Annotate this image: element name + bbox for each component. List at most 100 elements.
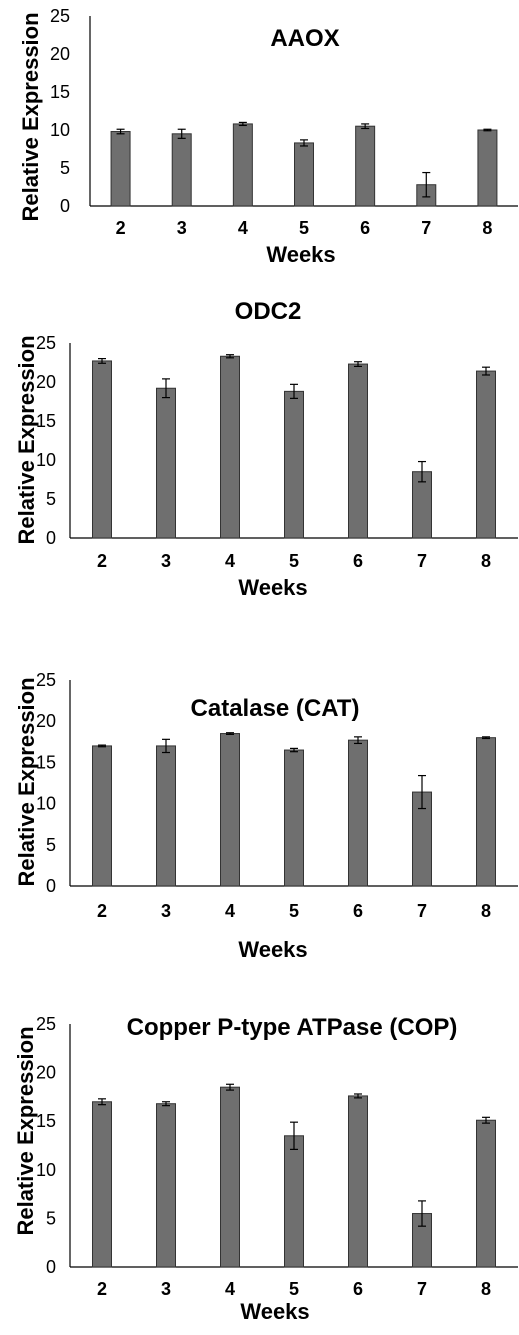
x-axis-label: Weeks [266, 242, 335, 267]
x-tick-label: 5 [299, 218, 309, 238]
x-tick-label: 4 [238, 218, 248, 238]
error-bar [162, 378, 170, 399]
x-axis-label: Weeks [238, 937, 307, 962]
y-tick-label: 0 [60, 196, 70, 216]
y-tick-label: 25 [50, 6, 70, 26]
y-tick-label: 5 [60, 158, 70, 178]
x-tick-label: 3 [161, 551, 171, 571]
x-tick-label: 4 [225, 551, 235, 571]
x-tick-label: 5 [289, 1279, 299, 1299]
bar [232, 123, 253, 207]
y-tick-label: 20 [36, 1063, 56, 1083]
error-bar [98, 1098, 106, 1106]
x-tick-label: 6 [353, 551, 363, 571]
y-tick-label: 20 [36, 372, 56, 392]
bar [348, 1095, 368, 1268]
bar [284, 749, 304, 887]
chart-cop: Relative Expression Copper P-type ATPase… [13, 1014, 518, 1324]
y-tick-label: 25 [36, 670, 56, 690]
y-axis-label: Relative Expression [14, 677, 39, 886]
y-tick-label: 0 [46, 528, 56, 548]
x-tick-label: 2 [116, 218, 126, 238]
x-tick-label: 3 [161, 901, 171, 921]
y-tick-label: 15 [36, 752, 56, 772]
chart-aaox: Relative Expression AAOX 0 5 10 15 20 25 2 3 4 5… [18, 6, 518, 267]
y-tick-label: 15 [50, 82, 70, 102]
error-bar [354, 361, 362, 368]
error-bar [482, 366, 490, 376]
x-tick-label: 6 [353, 1279, 363, 1299]
error-bar [483, 128, 492, 132]
y-tick-label: 5 [46, 835, 56, 855]
y-tick-label: 10 [50, 120, 70, 140]
error-bar [162, 1101, 170, 1107]
error-bar [354, 1093, 362, 1099]
bar [348, 363, 368, 539]
x-tick-label: 7 [417, 551, 427, 571]
bar [171, 133, 192, 207]
error-bar [300, 139, 308, 147]
error-bar [226, 732, 234, 735]
x-axis-label: Weeks [240, 1299, 309, 1324]
bar [92, 360, 112, 539]
y-axis-label: Relative Expression [14, 335, 39, 544]
error-bar [482, 1116, 490, 1124]
y-axis-label: Relative Expression [18, 12, 43, 221]
chart-title: Copper P-type ATPase (COP) [127, 1014, 458, 1041]
error-bar [290, 383, 298, 399]
x-tick-label: 7 [417, 1279, 427, 1299]
y-tick-label: 5 [46, 489, 56, 509]
y-tick-label: 15 [36, 411, 56, 431]
x-tick-label: 8 [481, 901, 491, 921]
chart-panel-odc2: ODC2 Relative Expression 0 5 10 15 20 25 2 3 4 5… [0, 270, 519, 610]
x-tick-label: 2 [97, 1279, 107, 1299]
bar [284, 1135, 304, 1268]
error-bar [422, 171, 431, 198]
error-bar [116, 128, 125, 135]
x-tick-label: 3 [161, 1279, 171, 1299]
x-tick-label: 5 [289, 901, 299, 921]
y-tick-label: 0 [46, 1257, 56, 1277]
bar [477, 129, 498, 207]
y-tick-label: 10 [36, 450, 56, 470]
bar [348, 739, 368, 887]
bar [476, 370, 496, 539]
y-tick-label: 20 [36, 711, 56, 731]
error-bar [98, 357, 106, 364]
y-tick-label: 10 [36, 1160, 56, 1180]
x-tick-label: 8 [481, 551, 491, 571]
bar [156, 1103, 176, 1268]
bar [476, 737, 496, 887]
x-tick-label: 7 [417, 901, 427, 921]
y-tick-label: 10 [36, 794, 56, 814]
y-tick-label: 25 [36, 1014, 56, 1034]
x-tick-label: 7 [421, 218, 431, 238]
chart-title: Catalase (CAT) [191, 695, 360, 722]
chart-title: AAOX [270, 25, 339, 52]
error-bar [290, 747, 298, 753]
x-tick-label: 2 [97, 901, 107, 921]
x-tick-label: 8 [481, 1279, 491, 1299]
error-bar [290, 1121, 298, 1150]
y-tick-label: 20 [50, 44, 70, 64]
x-tick-label: 6 [360, 218, 370, 238]
x-axis-label: Weeks [238, 575, 307, 600]
bar [355, 125, 376, 207]
chart-catalase: Relative Expression Catalase (CAT) 0 5 10 1… [14, 670, 518, 962]
error-bar [418, 1200, 426, 1227]
chart-title: ODC2 [235, 298, 302, 325]
bar [294, 142, 314, 207]
y-tick-label: 5 [46, 1208, 56, 1228]
x-tick-label: 6 [353, 901, 363, 921]
error-bar [238, 121, 247, 127]
bar [156, 387, 176, 539]
error-bar [418, 774, 426, 810]
chart-panel-aaox: Relative Expression AAOX 0 5 10 15 20 25 2 3 4 5… [0, 0, 519, 270]
x-tick-label: 2 [97, 551, 107, 571]
x-tick-label: 4 [225, 901, 235, 921]
error-bar [418, 460, 426, 483]
chart-panel-catalase: Relative Expression Catalase (CAT) 0 5 10 1… [0, 660, 519, 970]
bar [220, 355, 240, 539]
y-tick-label: 15 [36, 1111, 56, 1131]
bar [476, 1119, 496, 1268]
